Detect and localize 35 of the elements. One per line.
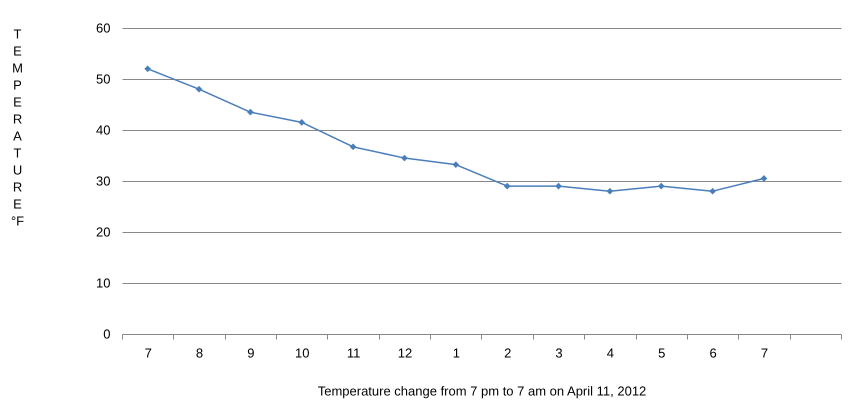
x-tick-label: 12 — [398, 346, 412, 360]
y-tick-label: 40 — [96, 122, 110, 138]
point — [298, 118, 306, 126]
y-tick-label: 50 — [96, 72, 110, 86]
x-tick-label: 10 — [295, 346, 310, 360]
text: TEMPERATURE °F — [10, 26, 24, 228]
y-tick-label: 10 — [96, 276, 110, 290]
x-tick-label: 8 — [196, 346, 204, 360]
y-tick-label: 20 — [96, 224, 110, 240]
x-tick-label: 2 — [504, 346, 512, 360]
x-tick-label: 7 — [760, 346, 768, 360]
point — [144, 65, 152, 72]
y-tick-label: 0 — [103, 326, 110, 342]
x-tick-label: 3 — [555, 346, 563, 360]
point — [555, 182, 562, 190]
point — [606, 188, 614, 195]
x-tick-label: 11 — [346, 346, 360, 360]
x-tick-label: 5 — [658, 346, 666, 360]
x-tick-label: 7 — [144, 346, 152, 360]
y-tick-label: 60 — [96, 20, 110, 36]
x-tick-label: 4 — [606, 346, 614, 360]
point — [709, 188, 716, 195]
y-tick-label: 30 — [96, 174, 110, 188]
point — [504, 182, 511, 190]
point — [350, 143, 356, 150]
x-tick-label: 9 — [247, 346, 255, 360]
x-tick-label: 1 — [452, 346, 460, 360]
point — [658, 182, 665, 190]
x-axis-title: Temperature change from 7 pm to 7 am on April 11, 2012 — [318, 384, 646, 398]
point — [452, 161, 460, 168]
point — [196, 86, 202, 93]
point — [247, 108, 254, 116]
point — [401, 154, 408, 162]
x-tick-label: 6 — [709, 346, 717, 360]
point — [760, 175, 768, 182]
